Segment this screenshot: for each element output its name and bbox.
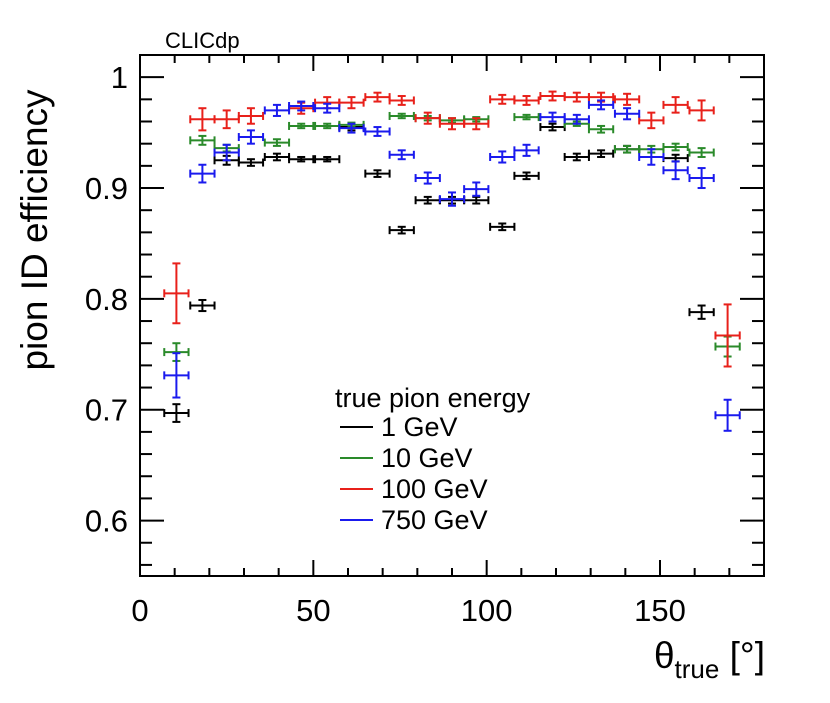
data-point — [613, 92, 641, 106]
data-point — [513, 171, 540, 181]
legend-entry: 750 GeV — [340, 505, 488, 535]
legend-label: 1 GeV — [381, 412, 458, 442]
data-point — [163, 262, 190, 325]
data-point — [388, 225, 415, 235]
x-axis-title-main: θ — [654, 635, 675, 676]
data-point — [237, 158, 265, 167]
data-point — [587, 149, 615, 158]
y-tick-label: 1 — [111, 60, 128, 95]
data-point — [513, 113, 540, 122]
data-point — [688, 99, 715, 122]
axis-ticks — [139, 54, 765, 576]
data-point — [163, 352, 190, 399]
legend-entry: 100 GeV — [340, 474, 488, 504]
tick-labels: 0 50 100 150 0.6 0.7 0.8 0.9 1 — [85, 60, 686, 628]
x-axis-title-sub: true — [675, 654, 720, 684]
data-point — [563, 113, 590, 125]
data-point — [438, 117, 466, 131]
data-point — [587, 124, 615, 134]
data-point — [563, 152, 590, 162]
legend-label: 10 GeV — [381, 443, 473, 473]
x-axis-title: θtrue [°] — [654, 635, 765, 684]
y-tick-label: 0.6 — [85, 504, 128, 539]
data-point — [662, 96, 689, 114]
data-point — [288, 121, 315, 130]
series-1-gev — [163, 122, 715, 423]
data-point — [263, 103, 291, 117]
data-point — [489, 150, 516, 164]
y-tick-label: 0.7 — [85, 393, 128, 428]
data-point — [189, 298, 216, 313]
legend-label: 100 GeV — [381, 474, 488, 504]
data-point — [638, 148, 665, 166]
data-point — [237, 129, 265, 145]
data-point — [388, 149, 415, 161]
data-point — [513, 95, 540, 106]
y-tick-label: 0.9 — [85, 171, 128, 206]
data-point — [662, 160, 689, 181]
x-tick-label: 100 — [461, 593, 513, 628]
data-point — [688, 304, 715, 320]
data-point — [714, 398, 741, 432]
data-point — [539, 122, 566, 132]
data-point — [463, 181, 490, 197]
data-point — [189, 163, 216, 184]
data-point — [414, 111, 441, 125]
data-series — [163, 90, 741, 432]
legend-entry: 10 GeV — [340, 443, 473, 473]
data-point — [587, 99, 615, 111]
plot-frame — [139, 54, 765, 577]
data-point — [714, 303, 741, 368]
data-point — [314, 102, 341, 114]
data-point — [263, 152, 291, 162]
data-point — [364, 169, 391, 178]
data-point — [288, 155, 315, 164]
y-tick-label: 0.8 — [85, 282, 128, 317]
y-axis-title: pion ID efficiency — [14, 89, 55, 371]
data-point — [314, 155, 341, 164]
data-point — [263, 138, 291, 147]
data-point — [364, 126, 391, 137]
legend-title: true pion energy — [335, 383, 531, 413]
data-point — [489, 222, 516, 232]
clicdp-label: CLICdp — [165, 28, 240, 53]
data-point — [338, 122, 365, 134]
data-point — [338, 96, 365, 110]
x-tick-label: 150 — [634, 593, 686, 628]
x-tick-label: 0 — [131, 593, 148, 628]
data-point — [662, 142, 689, 152]
data-point — [463, 117, 490, 131]
data-point — [388, 95, 415, 106]
data-point — [513, 143, 540, 157]
data-point — [189, 134, 216, 146]
data-point — [388, 111, 415, 120]
x-axis-title-unit: [°] — [719, 635, 765, 676]
data-point — [662, 153, 689, 163]
data-point — [237, 107, 265, 125]
series-750-gev — [163, 99, 741, 432]
data-point — [613, 107, 641, 121]
legend-entry: 1 GeV — [340, 412, 458, 442]
data-point — [288, 100, 315, 112]
data-point — [163, 403, 190, 423]
series-100-gev — [163, 90, 741, 368]
x-tick-label: 50 — [296, 593, 330, 628]
data-point — [688, 167, 715, 190]
data-point — [414, 171, 441, 185]
data-point — [213, 143, 240, 162]
data-point — [438, 191, 466, 207]
data-point — [688, 147, 715, 158]
legend-label: 750 GeV — [381, 505, 488, 535]
